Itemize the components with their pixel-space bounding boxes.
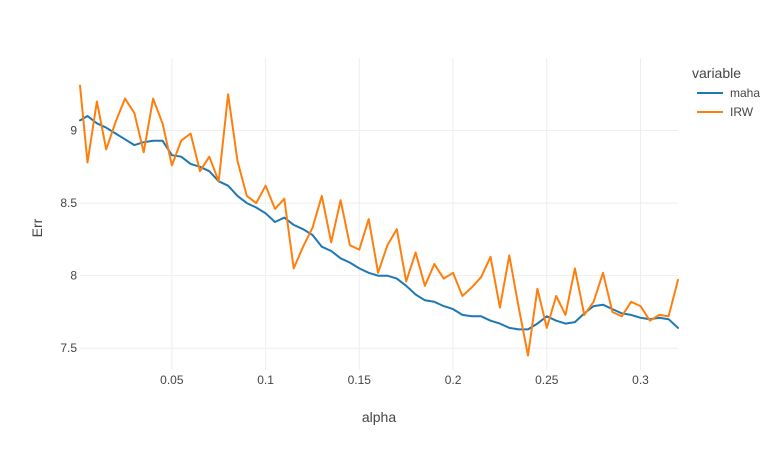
- y-axis-ticks: 7.5 8 8.5 9: [60, 124, 77, 356]
- x-tick-label: 0.05: [160, 373, 184, 387]
- y-tick-label: 7.5: [60, 341, 77, 355]
- x-tick-label: 0.15: [348, 373, 372, 387]
- x-tick-label: 0.1: [257, 373, 274, 387]
- y-axis-title: Err: [29, 218, 45, 237]
- x-tick-label: 0.3: [632, 373, 649, 387]
- y-tick-label: 8: [70, 269, 77, 283]
- x-tick-label: 0.2: [445, 373, 462, 387]
- gridlines: [80, 58, 678, 370]
- legend-label-maha[interactable]: maha: [730, 86, 760, 100]
- legend-label-irw[interactable]: IRW: [730, 105, 754, 119]
- y-tick-label: 9: [70, 124, 77, 138]
- x-tick-label: 0.25: [535, 373, 559, 387]
- legend: variable maha IRW: [692, 65, 760, 119]
- series-line-maha: [79, 115, 679, 331]
- y-tick-label: 8.5: [60, 196, 77, 210]
- x-axis-title: alpha: [362, 409, 396, 425]
- legend-title: variable: [692, 65, 741, 81]
- x-axis-ticks: 0.05 0.1 0.15 0.2 0.25 0.3: [160, 373, 649, 387]
- series-line-irw: [79, 84, 679, 357]
- series-lines: [79, 84, 679, 357]
